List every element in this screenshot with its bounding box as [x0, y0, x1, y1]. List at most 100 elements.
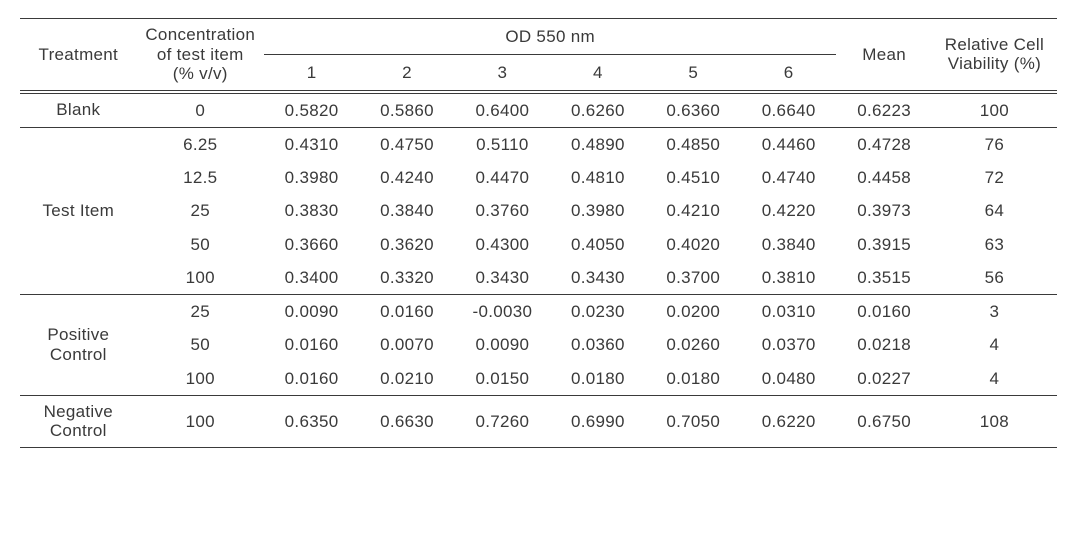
mean-cell: 0.3915: [836, 228, 931, 261]
od-cell: 0.3620: [359, 228, 454, 261]
mean-cell: 0.6750: [836, 395, 931, 447]
concentration-cell: 25: [137, 295, 264, 329]
viability-cell: 3: [932, 295, 1057, 329]
od-cell: 0.5860: [359, 92, 454, 128]
od-cell: 0.0230: [550, 295, 645, 329]
viability-cell: 108: [932, 395, 1057, 447]
od-cell: 0.6400: [455, 92, 550, 128]
od-cell: 0.0090: [455, 328, 550, 361]
table-row: 500.36600.36200.43000.40500.40200.38400.…: [20, 228, 1057, 261]
concentration-cell: 12.5: [137, 161, 264, 194]
od-cell: 0.3760: [455, 194, 550, 227]
od-cell: 0.4300: [455, 228, 550, 261]
viab-line2: Viability (%): [948, 54, 1041, 73]
table-row: 1000.34000.33200.34300.34300.37000.38100…: [20, 261, 1057, 295]
viability-cell: 64: [932, 194, 1057, 227]
od-cell: 0.5820: [264, 92, 359, 128]
od-cell: 0.4510: [646, 161, 741, 194]
od-cell: 0.5110: [455, 127, 550, 161]
concentration-cell: 100: [137, 395, 264, 447]
viability-cell: 100: [932, 92, 1057, 128]
viability-cell: 76: [932, 127, 1057, 161]
cell-viability-table: Treatment Concentration of test item (% …: [20, 18, 1057, 448]
od-cell: 0.4210: [646, 194, 741, 227]
viability-cell: 63: [932, 228, 1057, 261]
od-cell: 0.3430: [550, 261, 645, 295]
od-cell: 0.4850: [646, 127, 741, 161]
od-cell: 0.3980: [264, 161, 359, 194]
od-cell: 0.0070: [359, 328, 454, 361]
od-cell: 0.4310: [264, 127, 359, 161]
od-cell: 0.0260: [646, 328, 741, 361]
treatment-label: PositiveControl: [20, 295, 137, 396]
col-od-group: OD 550 nm: [264, 19, 837, 55]
table-row: 12.50.39800.42400.44700.48100.45100.4740…: [20, 161, 1057, 194]
mean-cell: 0.4458: [836, 161, 931, 194]
col-viability: Relative Cell Viability (%): [932, 19, 1057, 92]
mean-cell: 0.6223: [836, 92, 931, 128]
concentration-cell: 6.25: [137, 127, 264, 161]
od-cell: 0.6220: [741, 395, 836, 447]
od-cell: 0.3700: [646, 261, 741, 295]
od-cell: 0.6360: [646, 92, 741, 128]
od-cell: 0.3400: [264, 261, 359, 295]
mean-cell: 0.0218: [836, 328, 931, 361]
od-cell: 0.4890: [550, 127, 645, 161]
conc-line2: of test item: [157, 45, 244, 64]
treatment-label: NegativeControl: [20, 395, 137, 447]
od-cell: 0.0480: [741, 362, 836, 396]
treatment-label: Blank: [20, 92, 137, 128]
treatment-label: Test Item: [20, 127, 137, 294]
table-row: PositiveControl250.00900.0160-0.00300.02…: [20, 295, 1057, 329]
mean-cell: 0.0227: [836, 362, 931, 396]
table-header: Treatment Concentration of test item (% …: [20, 19, 1057, 92]
od-cell: 0.3810: [741, 261, 836, 295]
col-od-5: 5: [646, 54, 741, 91]
od-cell: 0.0160: [359, 295, 454, 329]
od-cell: 0.4740: [741, 161, 836, 194]
od-cell: 0.3840: [359, 194, 454, 227]
od-cell: 0.0090: [264, 295, 359, 329]
od-cell: -0.0030: [455, 295, 550, 329]
od-cell: 0.0360: [550, 328, 645, 361]
table-row: 250.38300.38400.37600.39800.42100.42200.…: [20, 194, 1057, 227]
conc-line3: (% v/v): [173, 64, 228, 83]
col-mean: Mean: [836, 19, 931, 92]
concentration-cell: 100: [137, 261, 264, 295]
od-cell: 0.3980: [550, 194, 645, 227]
conc-line1: Concentration: [145, 25, 255, 44]
od-cell: 0.4020: [646, 228, 741, 261]
table-row: Test Item6.250.43100.47500.51100.48900.4…: [20, 127, 1057, 161]
viability-cell: 56: [932, 261, 1057, 295]
od-cell: 0.0160: [264, 328, 359, 361]
od-cell: 0.0210: [359, 362, 454, 396]
od-cell: 0.0310: [741, 295, 836, 329]
table-row: 500.01600.00700.00900.03600.02600.03700.…: [20, 328, 1057, 361]
viability-cell: 4: [932, 362, 1057, 396]
mean-cell: 0.3973: [836, 194, 931, 227]
od-cell: 0.4470: [455, 161, 550, 194]
col-od-1: 1: [264, 54, 359, 91]
table-body: Blank00.58200.58600.64000.62600.63600.66…: [20, 92, 1057, 448]
od-cell: 0.0160: [264, 362, 359, 396]
od-cell: 0.6630: [359, 395, 454, 447]
viability-cell: 4: [932, 328, 1057, 361]
od-cell: 0.4810: [550, 161, 645, 194]
od-cell: 0.3830: [264, 194, 359, 227]
od-cell: 0.7260: [455, 395, 550, 447]
mean-cell: 0.3515: [836, 261, 931, 295]
concentration-cell: 50: [137, 228, 264, 261]
col-od-3: 3: [455, 54, 550, 91]
concentration-cell: 100: [137, 362, 264, 396]
od-cell: 0.4240: [359, 161, 454, 194]
od-cell: 0.4750: [359, 127, 454, 161]
od-cell: 0.6990: [550, 395, 645, 447]
col-treatment: Treatment: [20, 19, 137, 92]
od-cell: 0.4460: [741, 127, 836, 161]
od-cell: 0.3840: [741, 228, 836, 261]
concentration-cell: 25: [137, 194, 264, 227]
viab-line1: Relative Cell: [945, 35, 1044, 54]
table-row: NegativeControl1000.63500.66300.72600.69…: [20, 395, 1057, 447]
od-cell: 0.6350: [264, 395, 359, 447]
concentration-cell: 50: [137, 328, 264, 361]
